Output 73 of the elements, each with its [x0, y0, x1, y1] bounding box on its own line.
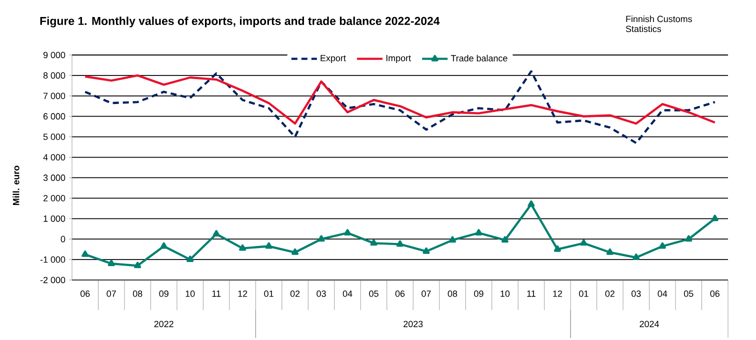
legend-label: Trade balance: [450, 54, 508, 62]
point: [160, 242, 168, 249]
y-tick-label: 1 000: [44, 215, 66, 222]
point: [396, 240, 404, 247]
x-tick-label: 01: [264, 290, 274, 297]
point: [501, 236, 508, 243]
point: [632, 254, 640, 260]
x-tick-label: 10: [186, 290, 195, 297]
y-tick-label: 8 000: [43, 72, 66, 79]
point: [422, 247, 430, 254]
x-tick-label: 04: [342, 290, 352, 297]
x-tick-label: 04: [658, 290, 668, 297]
x-tick-label: 03: [632, 290, 641, 297]
x-tick-label: 02: [605, 290, 614, 297]
point: [108, 260, 115, 266]
text: 2024: [640, 320, 659, 328]
y-tick-label: 9 000: [43, 52, 66, 58]
y-tick-label: 2 000: [44, 195, 66, 202]
x-tick-label: 06: [710, 290, 720, 297]
y-tick-label: -1 000: [40, 256, 66, 263]
x-tick-label: 06: [395, 290, 405, 297]
point: [370, 239, 378, 246]
text: Finnish Customs Statistics: [626, 16, 692, 32]
point: [186, 256, 194, 262]
point: [606, 248, 614, 255]
point: [344, 229, 352, 236]
x-tick-label: 11: [527, 290, 536, 297]
point: [554, 245, 561, 252]
point: [239, 244, 246, 251]
x-tick-label: 09: [474, 290, 484, 297]
point: [292, 248, 299, 255]
point: [658, 242, 666, 249]
x-tick-label: 07: [106, 290, 116, 297]
y-tick-label: 0: [60, 236, 66, 242]
point: [212, 230, 220, 236]
x-tick-label: 09: [159, 290, 168, 297]
x-tick-label: 08: [132, 290, 142, 297]
point: [685, 235, 692, 242]
x-tick-label: 01: [579, 290, 588, 297]
point: [475, 229, 482, 236]
y-tick-label: -2 000: [40, 276, 66, 284]
point: [134, 262, 142, 268]
point: [265, 242, 272, 249]
x-tick-label: 07: [422, 290, 431, 297]
point: [82, 250, 89, 257]
point: [580, 239, 588, 246]
x-tick-label: 03: [316, 290, 326, 297]
point: [711, 214, 718, 222]
x-tick-label: 02: [290, 290, 300, 297]
line-series: [84, 70, 716, 144]
y-axis-title: Mill. euro: [12, 166, 20, 205]
point: [318, 235, 325, 242]
x-tick-label: 08: [448, 290, 458, 297]
x-tick-label: 06: [80, 290, 90, 297]
text: 2023: [404, 320, 423, 328]
y-tick-label: 3 000: [43, 174, 66, 181]
x-tick-label: 10: [500, 290, 510, 297]
y-tick-label: 7 000: [44, 92, 66, 100]
point: [448, 236, 456, 243]
legend-label: Import: [386, 54, 411, 64]
y-tick-label: 4 000: [43, 154, 66, 160]
y-tick-label: 6 000: [44, 113, 66, 120]
text: 2022: [154, 320, 174, 328]
x-tick-label: 11: [212, 290, 221, 297]
chart-title: Figure 1. Monthly values of exports, imports and trade balance 2022-2024: [40, 16, 440, 28]
x-tick-label: 12: [553, 290, 562, 297]
y-tick-label: 5 000: [43, 134, 66, 140]
x-tick-label: 05: [684, 290, 694, 297]
legend-label: Export: [320, 54, 346, 64]
point: [528, 200, 535, 207]
line-series: [84, 74, 716, 125]
x-tick-label: 05: [369, 290, 378, 297]
x-tick-label: 12: [238, 290, 248, 297]
